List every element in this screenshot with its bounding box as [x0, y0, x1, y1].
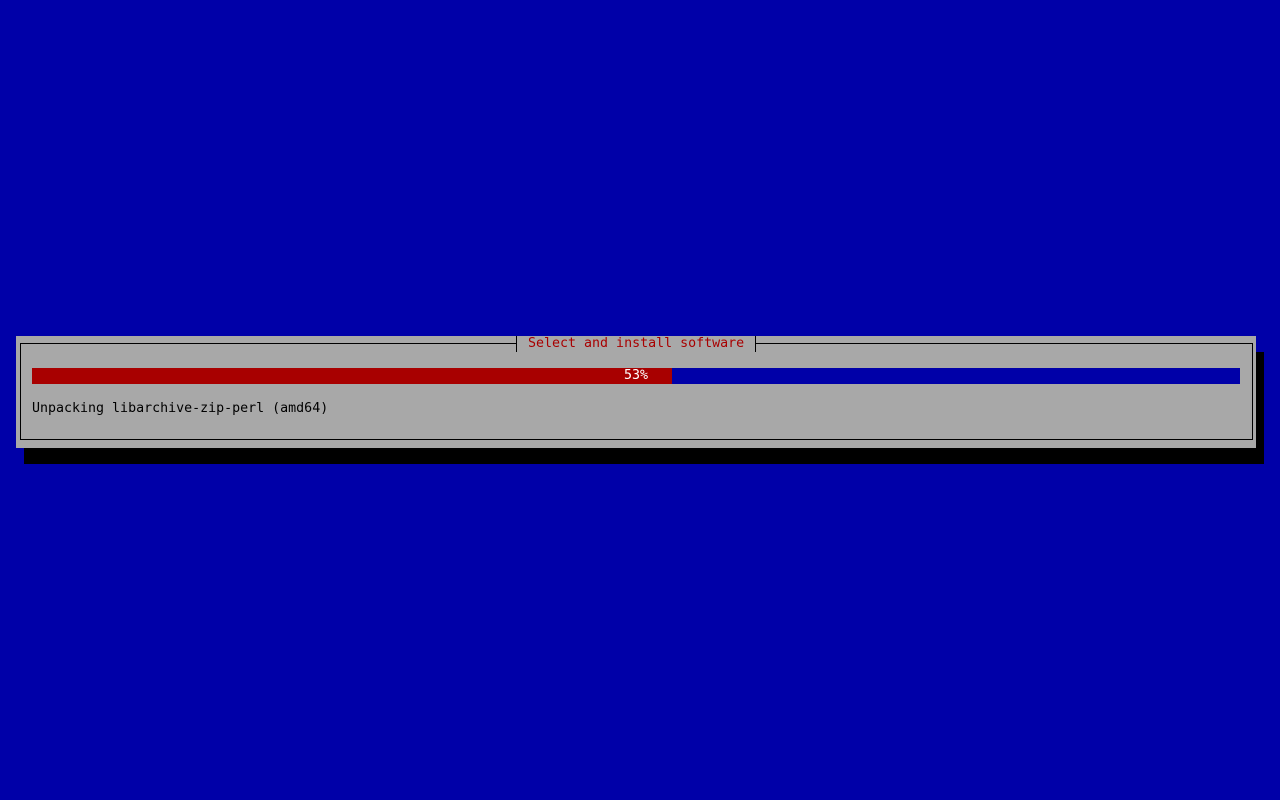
progress-percent: 53%: [623, 368, 649, 383]
progress-dialog: Select and install software 53% Unpackin…: [16, 336, 1256, 448]
status-text: Unpacking libarchive-zip-perl (amd64): [32, 401, 329, 416]
progress-fill: [32, 368, 673, 384]
dialog-frame: [20, 343, 1253, 440]
dialog-title: Select and install software: [516, 336, 757, 352]
progress-bar: 53%: [32, 368, 1240, 384]
